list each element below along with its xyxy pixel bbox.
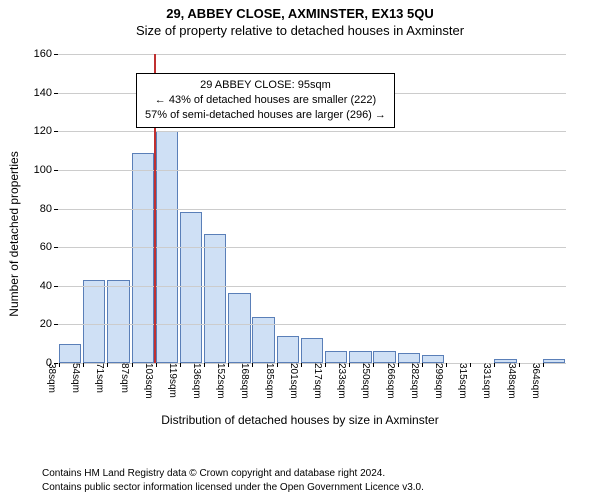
y-tick-label: 20 (40, 318, 52, 330)
page-subtitle: Size of property relative to detached ho… (0, 23, 600, 38)
histogram-bar (325, 351, 347, 363)
histogram-bar (349, 351, 371, 363)
x-tick-label: 168sqm (239, 363, 254, 399)
y-tick-label: 80 (40, 203, 52, 215)
gridline (58, 170, 566, 171)
y-tick-label: 60 (40, 241, 52, 253)
gridline (58, 247, 566, 248)
histogram-bar (132, 153, 154, 364)
x-tick-label: 315sqm (457, 363, 472, 399)
histogram-bar (422, 355, 444, 363)
x-tick-label: 266sqm (385, 363, 400, 399)
histogram-bar (204, 234, 226, 363)
x-tick-label: 250sqm (360, 363, 375, 399)
gridline (58, 131, 566, 132)
x-tick-label: 201sqm (288, 363, 303, 399)
x-tick-label: 282sqm (409, 363, 424, 399)
annotation-line: ← 43% of detached houses are smaller (22… (145, 93, 386, 108)
histogram-chart: Number of detached properties 0204060801… (0, 44, 600, 424)
x-tick-label: 348sqm (506, 363, 521, 399)
gridline (58, 209, 566, 210)
y-tick-label: 140 (34, 87, 52, 99)
histogram-bar (59, 344, 81, 363)
y-tick-label: 120 (34, 125, 52, 137)
histogram-bar (83, 280, 105, 363)
gridline (58, 286, 566, 287)
y-tick-label: 100 (34, 164, 52, 176)
attribution-footer: Contains HM Land Registry data © Crown c… (42, 467, 424, 494)
annotation-box: 29 ABBEY CLOSE: 95sqm← 43% of detached h… (136, 73, 395, 128)
x-tick-label: 299sqm (433, 363, 448, 399)
annotation-line: 57% of semi-detached houses are larger (… (145, 108, 386, 123)
gridline (58, 324, 566, 325)
y-axis-title: Number of detached properties (7, 151, 21, 316)
page-title: 29, ABBEY CLOSE, AXMINSTER, EX13 5QU (0, 6, 600, 21)
x-tick-label: 152sqm (215, 363, 230, 399)
histogram-bar (373, 351, 395, 363)
x-tick-label: 103sqm (143, 363, 158, 399)
annotation-line: 29 ABBEY CLOSE: 95sqm (145, 78, 386, 93)
x-tick-label: 233sqm (336, 363, 351, 399)
x-tick-label: 119sqm (167, 363, 182, 398)
x-tick-label: 185sqm (264, 363, 279, 399)
histogram-bar (277, 336, 299, 363)
footer-line: Contains HM Land Registry data © Crown c… (42, 467, 424, 481)
gridline (58, 54, 566, 55)
x-tick-label: 136sqm (191, 363, 206, 399)
x-tick-label: 54sqm (70, 363, 85, 393)
x-tick-label: 38sqm (46, 363, 61, 393)
histogram-bar (107, 280, 129, 363)
histogram-bar (301, 338, 323, 363)
x-tick-label: 364sqm (530, 363, 545, 399)
footer-line: Contains public sector information licen… (42, 481, 424, 495)
y-tick-label: 40 (40, 280, 52, 292)
histogram-bar (180, 212, 202, 363)
histogram-bar (228, 293, 250, 363)
x-tick-label: 331sqm (481, 363, 496, 399)
y-tick-label: 160 (34, 48, 52, 60)
x-axis-title: Distribution of detached houses by size … (0, 413, 600, 427)
x-tick-label: 71sqm (94, 363, 109, 393)
histogram-bar (398, 353, 420, 363)
x-tick-label: 87sqm (119, 363, 134, 393)
x-tick-label: 217sqm (312, 363, 327, 399)
